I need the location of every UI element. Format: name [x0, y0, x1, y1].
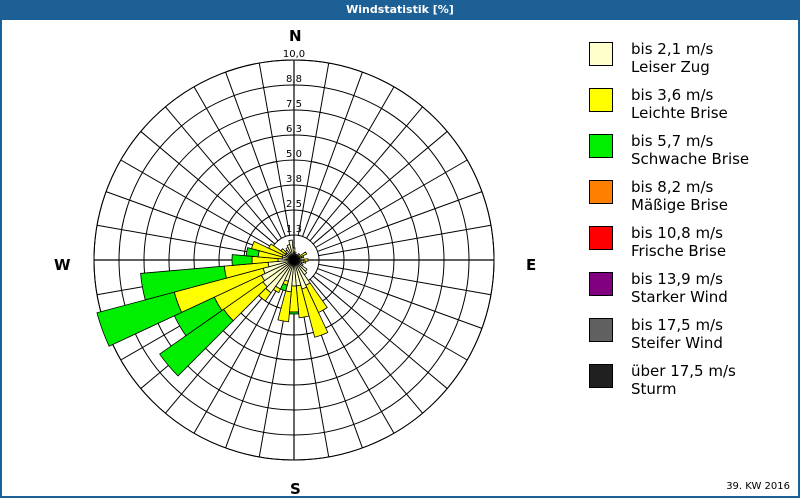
- legend-swatch: [589, 180, 613, 204]
- legend-range: bis 5,7 m/s: [631, 132, 714, 150]
- legend-swatch: [589, 134, 613, 158]
- legend-category: Leiser Zug: [631, 58, 710, 76]
- legend-range: über 17,5 m/s: [631, 362, 736, 380]
- compass-east-label: E: [526, 256, 537, 274]
- grid-spoke: [309, 278, 423, 414]
- legend-text: bis 5,7 m/s Schwache Brise: [631, 132, 749, 168]
- compass-north-label: N: [289, 27, 302, 45]
- grid-spoke: [225, 71, 286, 237]
- compass-west-label: W: [54, 256, 71, 274]
- legend-text: bis 8,2 m/s Mäßige Brise: [631, 178, 728, 214]
- grid-spoke: [96, 224, 270, 257]
- grid-spoke: [140, 131, 276, 245]
- legend-category: Schwache Brise: [631, 150, 750, 168]
- radial-tick-label: 3,8: [286, 174, 302, 185]
- grid-spoke: [165, 106, 279, 242]
- legend-category: Starker Wind: [631, 288, 728, 306]
- legend-text: bis 3,6 m/s Leichte Brise: [631, 86, 728, 122]
- wind-bar-segment: [140, 265, 227, 301]
- grid-spoke: [312, 131, 448, 245]
- grid-spoke: [105, 191, 271, 252]
- legend-swatch: [589, 364, 613, 388]
- week-label: 39. KW 2016: [726, 481, 790, 492]
- radial-tick-label: 5,0: [286, 149, 302, 160]
- grid-spoke: [120, 159, 273, 248]
- wind-bar-segment: [288, 311, 300, 315]
- legend-swatch: [589, 226, 613, 250]
- legend-text: über 17,5 m/s Sturm: [631, 362, 736, 398]
- grid-spoke: [315, 159, 468, 248]
- grid-spoke: [193, 281, 282, 434]
- legend-range: bis 13,9 m/s: [631, 270, 723, 288]
- grid-spoke: [317, 191, 483, 252]
- grid-spoke: [302, 71, 363, 237]
- legend-swatch: [589, 42, 613, 66]
- compass-south-label: S: [290, 480, 301, 498]
- grid-spoke: [309, 106, 423, 242]
- grid-spoke: [165, 278, 279, 414]
- wind-rose-chart: 1,3 2,5 3,8 5,0 6,3 7,5 8,8 10,0: [93, 49, 495, 461]
- grid-spoke: [193, 86, 282, 239]
- wind-bar-segment: [303, 260, 307, 264]
- legend-range: bis 2,1 m/s: [631, 40, 714, 58]
- legend-swatch: [589, 88, 613, 112]
- legend-text: bis 10,8 m/s Frische Brise: [631, 224, 726, 260]
- legend-category: Sturm: [631, 380, 677, 398]
- grid-spoke: [306, 86, 395, 239]
- grid-spoke: [317, 268, 483, 329]
- grid-spoke: [315, 272, 468, 361]
- legend-range: bis 3,6 m/s: [631, 86, 714, 104]
- legend-range: bis 17,5 m/s: [631, 316, 723, 334]
- window-title: Windstatistik [%]: [0, 0, 800, 20]
- legend-text: bis 13,9 m/s Starker Wind: [631, 270, 728, 306]
- legend-swatch: [589, 272, 613, 296]
- grid-spoke: [318, 224, 492, 257]
- legend-category: Leichte Brise: [631, 104, 728, 122]
- grid-spoke: [225, 283, 286, 449]
- wind-bar-segment: [300, 255, 305, 259]
- radial-tick-label: 6,3: [286, 124, 302, 135]
- legend-range: bis 10,8 m/s: [631, 224, 723, 242]
- legend-range: bis 8,2 m/s: [631, 178, 714, 196]
- legend-text: bis 2,1 m/s Leiser Zug: [631, 40, 713, 76]
- wind-bar-segment: [288, 239, 295, 261]
- radial-tick-label: 8,8: [286, 74, 302, 85]
- grid-spoke: [312, 275, 448, 389]
- radial-tick-label: 7,5: [286, 99, 302, 110]
- legend-swatch: [589, 318, 613, 342]
- grid-spoke: [318, 263, 492, 296]
- legend-category: Frische Brise: [631, 242, 727, 260]
- radial-tick-label: 10,0: [283, 49, 305, 60]
- legend-category: Steifer Wind: [631, 334, 723, 352]
- grid-spoke: [297, 62, 330, 236]
- wind-bar-segment: [293, 252, 301, 261]
- legend-text: bis 17,5 m/s Steifer Wind: [631, 316, 723, 352]
- radial-tick-label: 2,5: [286, 199, 302, 210]
- grid-spoke: [258, 62, 291, 236]
- radial-tick-label: 1,3: [286, 224, 302, 235]
- legend-category: Mäßige Brise: [631, 196, 728, 214]
